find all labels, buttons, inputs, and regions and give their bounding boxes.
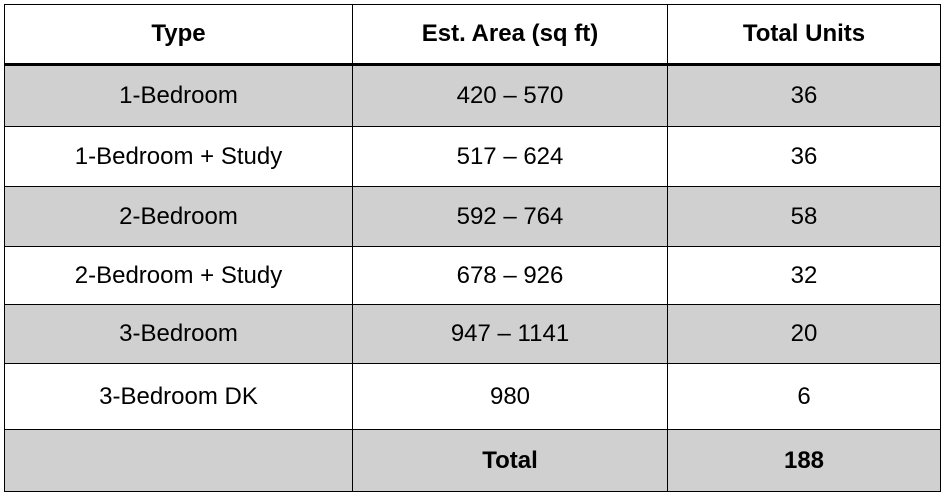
table-cell: 592 – 764 [353, 187, 668, 247]
table-cell: 678 – 926 [353, 247, 668, 305]
table-cell: 1-Bedroom [4, 66, 353, 127]
table-cell: 32 [668, 247, 941, 305]
table-cell: 947 – 1141 [353, 305, 668, 364]
table-cell: 36 [668, 127, 941, 187]
table-cell: 36 [668, 66, 941, 127]
table-cell: 420 – 570 [353, 66, 668, 127]
header-cell: Total Units [668, 4, 941, 66]
table-cell: 3-Bedroom [4, 305, 353, 364]
table-cell: 517 – 624 [353, 127, 668, 187]
table-cell: 20 [668, 305, 941, 364]
total-value: 188 [668, 430, 941, 492]
table-cell: 2-Bedroom + Study [4, 247, 353, 305]
header-cell: Est. Area (sq ft) [353, 4, 668, 66]
table-cell: 6 [668, 364, 941, 430]
table-cell: 58 [668, 187, 941, 247]
table-cell: 3-Bedroom DK [4, 364, 353, 430]
header-cell: Type [4, 4, 353, 66]
table-cell: 980 [353, 364, 668, 430]
table-cell: 1-Bedroom + Study [4, 127, 353, 187]
total-label: Total [353, 430, 668, 492]
total-empty-cell [4, 430, 353, 492]
table-cell: 2-Bedroom [4, 187, 353, 247]
